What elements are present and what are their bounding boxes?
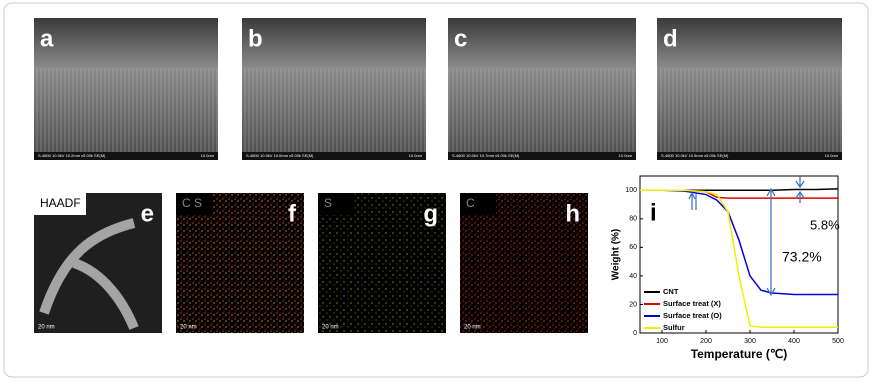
tag-box	[176, 193, 212, 215]
x-tick-label: 100	[656, 338, 668, 345]
panel-label: d	[663, 25, 678, 52]
y-tick-label: 60	[629, 244, 637, 251]
tag: HAADF	[40, 196, 81, 210]
caption: S-4800 10.0kV 10.2mm x5.00k SE(M)	[38, 153, 106, 158]
x-tick-label: 500	[832, 338, 844, 345]
scale-label: 20 nm	[464, 325, 481, 331]
arrow	[795, 176, 805, 203]
panel-label: a	[40, 25, 54, 52]
caption: S-4800 10.0kV 10.5mm x5.00k SE(M)	[661, 153, 729, 158]
panel-label: b	[248, 25, 263, 52]
caption-bar	[242, 152, 426, 160]
sem-texture	[448, 68, 636, 152]
eds-map	[460, 193, 588, 333]
tag: S	[324, 196, 332, 210]
sem-texture	[242, 68, 426, 152]
panel-label: c	[454, 25, 467, 52]
arrow	[688, 191, 697, 210]
legend-label: Surface treat (X)	[663, 299, 721, 308]
legend-label: Sulfur	[663, 323, 685, 332]
arrowhead	[766, 187, 776, 297]
scale-label: 10.0um	[825, 153, 839, 158]
x-tick-label: 200	[700, 338, 712, 345]
caption-bar	[34, 152, 218, 160]
eds-map	[318, 193, 446, 333]
caption-bar	[657, 152, 842, 160]
plot-area	[639, 175, 839, 334]
scale-label: 20 nm	[322, 325, 339, 331]
panel-label: e	[141, 200, 154, 227]
y-tick-label: 20	[629, 301, 637, 308]
panel-label: i	[650, 199, 657, 226]
sem-texture	[34, 68, 218, 152]
tag-box	[460, 193, 496, 215]
x-tick-label: 300	[744, 338, 756, 345]
x-axis-label: Temperature (℃)	[691, 347, 788, 361]
panel-label: g	[423, 200, 438, 227]
y-tick-label: 0	[633, 330, 637, 337]
eds-map	[176, 193, 304, 333]
legend-label: Surface treat (O)	[663, 311, 722, 320]
eds-map	[34, 193, 162, 333]
annotation: 5.8%	[810, 217, 840, 232]
y-tick-label: 40	[629, 273, 637, 280]
caption: S-4800 10.0kV 10.0mm x5.00k SE(M)	[246, 153, 314, 158]
panel-label: f	[288, 200, 297, 227]
x-tick-label: 400	[788, 338, 800, 345]
scale-label: 20 nm	[38, 325, 55, 331]
y-tick-label: 100	[625, 187, 637, 194]
caption: S-4800 10.0kV 10.7mm x5.00k SE(M)	[452, 153, 520, 158]
y-tick-label: 80	[629, 216, 637, 223]
annotation: 73.2%	[782, 249, 822, 265]
scale-label: 10.0um	[201, 153, 215, 158]
scale-label: 20 nm	[180, 325, 197, 331]
tag: C S	[182, 196, 202, 210]
caption-bar	[448, 152, 636, 160]
y-axis-label: Weight (%)	[611, 229, 622, 280]
panel-label: h	[565, 200, 580, 227]
nanotube	[39, 218, 139, 330]
sem-texture	[657, 68, 842, 152]
legend-label: CNT	[663, 287, 679, 296]
tag-box	[318, 193, 354, 215]
tag: C	[466, 196, 475, 210]
scale-label: 10.0um	[409, 153, 423, 158]
scale-label: 10.0um	[619, 153, 633, 158]
line	[640, 189, 838, 329]
tag-box	[34, 193, 86, 215]
